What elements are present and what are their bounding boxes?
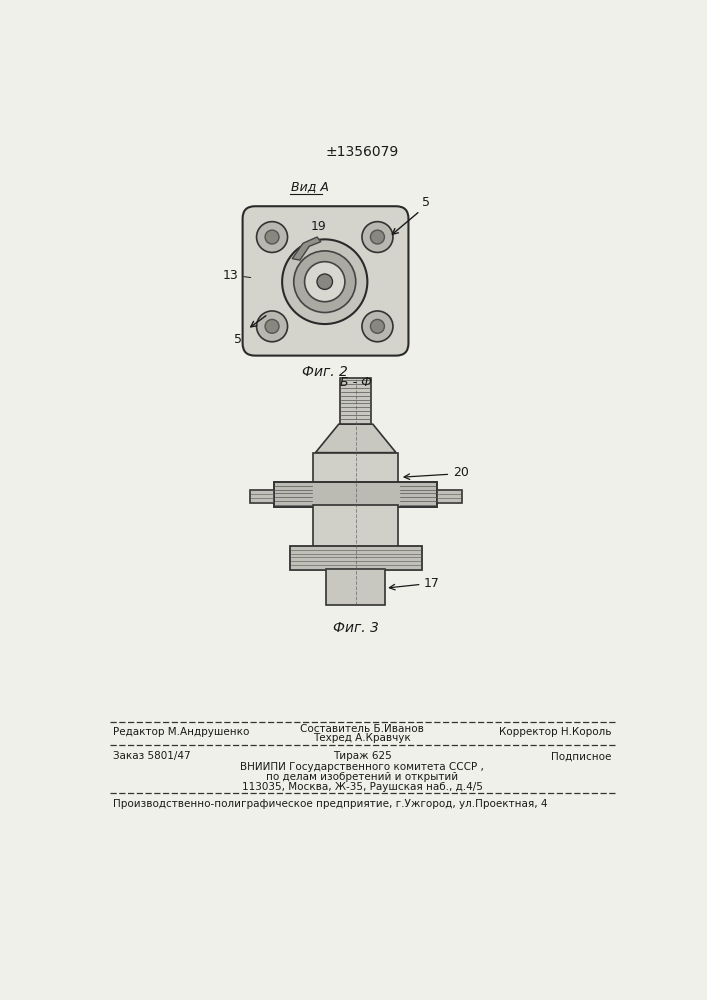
Circle shape (370, 230, 385, 244)
FancyBboxPatch shape (437, 490, 462, 503)
Text: Заказ 5801/47: Заказ 5801/47 (113, 751, 191, 761)
Text: Производственно-полиграфическое предприятие, г.Ужгород, ул.Проектная, 4: Производственно-полиграфическое предприя… (113, 799, 548, 809)
Text: ВНИИПИ Государственного комитета СССР ,: ВНИИПИ Государственного комитета СССР , (240, 762, 484, 772)
FancyBboxPatch shape (290, 546, 421, 570)
Polygon shape (292, 237, 321, 260)
Text: 5: 5 (421, 196, 430, 209)
FancyBboxPatch shape (274, 482, 437, 507)
Circle shape (317, 274, 332, 289)
FancyBboxPatch shape (313, 453, 398, 483)
Text: Тираж 625: Тираж 625 (332, 751, 392, 761)
Circle shape (362, 311, 393, 342)
Circle shape (265, 230, 279, 244)
Text: 20: 20 (452, 466, 469, 479)
Text: 13: 13 (222, 269, 238, 282)
Text: Б - Ф: Б - Ф (340, 376, 372, 389)
FancyBboxPatch shape (327, 569, 385, 605)
Text: Подписное: Подписное (551, 751, 612, 761)
FancyBboxPatch shape (340, 378, 371, 424)
Circle shape (370, 319, 385, 333)
Circle shape (305, 262, 345, 302)
Text: Техред А.Кравчук: Техред А.Кравчук (313, 733, 411, 743)
Circle shape (293, 251, 356, 312)
Polygon shape (315, 424, 396, 453)
FancyBboxPatch shape (313, 505, 398, 547)
FancyBboxPatch shape (243, 206, 409, 356)
Text: Составитель Б.Иванов: Составитель Б.Иванов (300, 724, 424, 734)
Text: Корректор Н.Король: Корректор Н.Король (499, 727, 612, 737)
Text: 19: 19 (311, 220, 327, 233)
Text: Вид A: Вид A (291, 180, 329, 193)
Text: Редактор М.Андрушенко: Редактор М.Андрушенко (113, 727, 250, 737)
Text: по делам изобретений и открытий: по делам изобретений и открытий (266, 772, 458, 782)
Circle shape (265, 319, 279, 333)
Circle shape (257, 222, 288, 252)
Circle shape (282, 239, 368, 324)
Circle shape (257, 311, 288, 342)
Text: 5: 5 (234, 333, 242, 346)
Text: ±1356079: ±1356079 (325, 145, 399, 159)
Text: 113035, Москва, Ж-35, Раушская наб., д.4/5: 113035, Москва, Ж-35, Раушская наб., д.4… (242, 782, 482, 792)
FancyBboxPatch shape (250, 490, 274, 503)
Text: Фиг. 2: Фиг. 2 (302, 365, 348, 379)
Text: 17: 17 (424, 577, 440, 590)
Text: Фиг. 3: Фиг. 3 (333, 620, 379, 635)
Circle shape (362, 222, 393, 252)
